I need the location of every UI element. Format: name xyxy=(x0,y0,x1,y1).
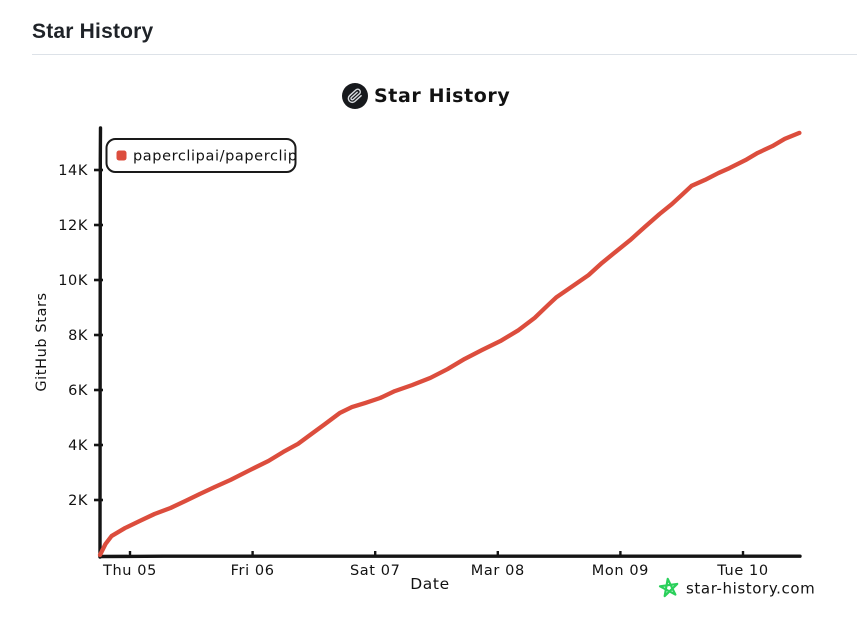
y-tick-label: 4K xyxy=(68,438,88,454)
chart-title: Star History xyxy=(374,85,510,107)
y-tick-label: 2K xyxy=(68,493,88,509)
series-line-paperclipai-paperclip xyxy=(97,130,802,558)
x-tick-label: Mon 09 xyxy=(592,563,649,579)
legend-box xyxy=(105,138,297,173)
x-axis-line xyxy=(98,554,802,559)
y-tick-label: 14K xyxy=(58,163,88,179)
y-axis-label: GitHub Stars xyxy=(34,292,50,391)
y-axis-line xyxy=(98,126,103,559)
green-star-icon xyxy=(658,577,679,598)
header-divider xyxy=(32,54,857,55)
y-axis-ticks: 2K 4K 6K 8K 10K 12K 14K xyxy=(58,163,103,509)
chart-legend: paperclipai/paperclip xyxy=(105,138,298,173)
y-tick-label: 12K xyxy=(58,218,88,234)
chart-title-group: Star History xyxy=(342,83,510,109)
x-tick-label: Sat 07 xyxy=(350,563,400,579)
legend-color-swatch xyxy=(116,150,127,161)
y-tick-label: 6K xyxy=(68,383,88,399)
page-title: Star History xyxy=(32,20,154,43)
legend-label: paperclipai/paperclip xyxy=(133,149,298,165)
y-tick-label: 10K xyxy=(58,273,88,289)
watermark-text: star-history.com xyxy=(686,580,815,598)
x-axis-ticks: Thu 05 Fri 06 Sat 07 Mar 08 Mon 09 Tue 10 xyxy=(102,551,768,579)
x-axis-label: Date xyxy=(410,575,449,593)
watermark-link[interactable]: star-history.com xyxy=(658,577,815,598)
paperclip-avatar-icon xyxy=(342,83,368,109)
y-tick-label: 8K xyxy=(68,328,88,344)
x-tick-label: Fri 06 xyxy=(231,563,275,579)
page-header: Star History xyxy=(0,0,857,60)
x-tick-label: Mar 08 xyxy=(471,563,525,579)
chart-canvas: Star History paperclipai/paperclip GitHu… xyxy=(34,83,815,598)
x-tick-label: Tue 10 xyxy=(716,563,768,579)
paperclip-glyph xyxy=(347,88,362,104)
star-history-chart: Star History paperclipai/paperclip GitHu… xyxy=(0,60,857,615)
x-tick-label: Thu 05 xyxy=(102,563,157,579)
